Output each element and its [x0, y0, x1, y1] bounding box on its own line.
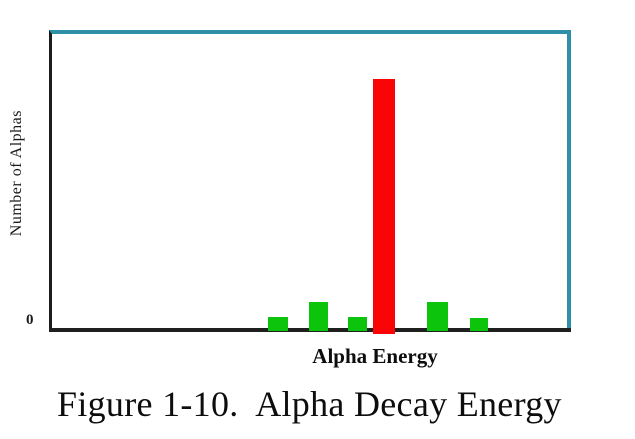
bar-green-peak-3	[347, 316, 367, 331]
bar-green-peak-4	[426, 302, 448, 331]
y-axis-label-wrap: Number of Alphas	[2, 88, 32, 258]
bar-green-peak-1	[268, 316, 289, 331]
figure-caption: Figure 1-10. Alpha Decay Energy	[57, 384, 562, 424]
bar-green-peak-2	[309, 302, 329, 331]
y-axis-origin-tick: 0	[26, 312, 34, 328]
x-axis-label: Alpha Energy	[312, 344, 438, 368]
bar-red-main-peak	[373, 79, 396, 334]
bar-green-peak-5	[469, 317, 488, 331]
plot-frame	[49, 30, 571, 332]
y-axis-label: Number of Alphas	[8, 109, 25, 237]
